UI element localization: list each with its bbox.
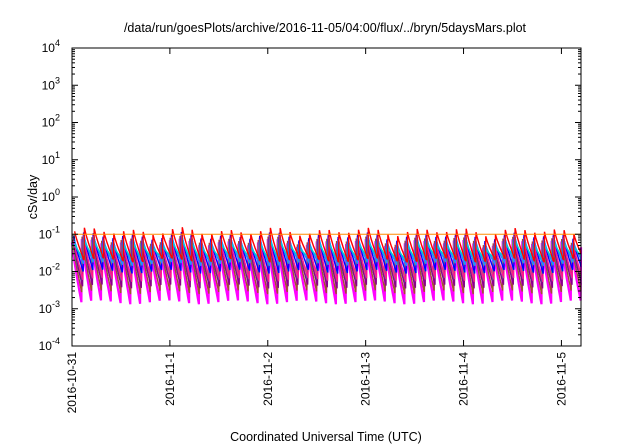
x-tick-label-2: 2016-11-2 — [261, 352, 275, 406]
x-tick-label-5: 2016-11-5 — [554, 352, 568, 406]
chart-title: /data/run/goesPlots/archive/2016-11-05/0… — [124, 21, 527, 35]
series-layer — [70, 227, 583, 305]
y-tick-label-5: 10-1 — [39, 224, 60, 241]
series-line-5 — [72, 233, 582, 282]
y-tick-label-0: 104 — [42, 38, 60, 55]
x-axis-label: Coordinated Universal Time (UTC) — [230, 430, 422, 444]
y-tick-label-6: 10-2 — [39, 262, 60, 279]
y-tick-label-8: 10-4 — [39, 336, 60, 353]
y-axis-label: cSv/day — [26, 174, 40, 219]
y-axis: 104 103 102 101 100 10-1 10-2 10-3 10-4 — [39, 38, 581, 353]
y-tick-label-2: 102 — [42, 113, 60, 130]
x-tick-label-4: 2016-11-4 — [457, 352, 471, 406]
y-tick-label-3: 101 — [42, 150, 60, 167]
x-tick-label-3: 2016-11-3 — [359, 352, 373, 406]
x-axis: 2016-10-31 2016-11-1 2016-11-2 2016-11-3 201… — [65, 48, 568, 413]
y-tick-label-1: 103 — [42, 75, 60, 92]
y-tick-label-4: 100 — [42, 187, 60, 204]
x-tick-label-1: 2016-11-1 — [163, 352, 177, 406]
series-line-7 — [73, 234, 582, 267]
x-tick-label-0: 2016-10-31 — [65, 352, 79, 414]
y-tick-label-7: 10-3 — [39, 299, 60, 316]
series-line-9 — [73, 227, 582, 263]
